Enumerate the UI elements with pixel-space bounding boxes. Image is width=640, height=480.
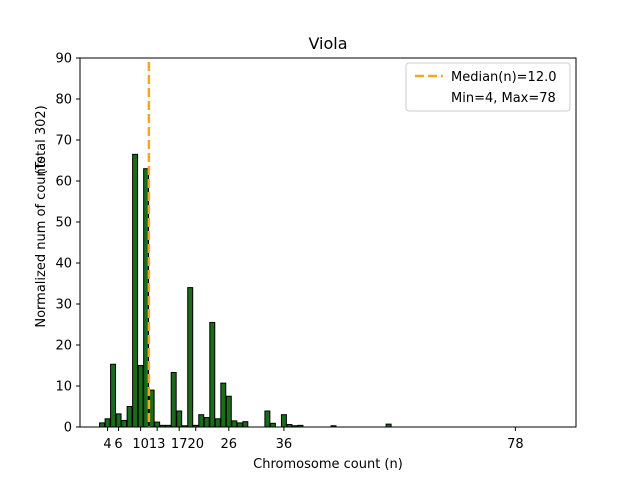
histogram-bar: [126, 406, 133, 428]
legend-entry: Median(n)=12.0: [451, 70, 557, 85]
legend-entry: Min=4, Max=78: [451, 91, 556, 106]
histogram-bar: [154, 421, 161, 428]
y-tick-label: 80: [55, 93, 72, 108]
histogram-bar: [137, 365, 144, 428]
x-tick-label: 78: [507, 437, 524, 452]
y-tick-label: 70: [55, 134, 72, 149]
histogram-bar: [170, 371, 177, 428]
y-tick-label: 0: [64, 421, 72, 436]
histogram-bar: [225, 395, 232, 428]
x-tick-label: 10: [132, 437, 149, 452]
histogram-bar: [231, 420, 238, 428]
y-tick-label: 90: [55, 52, 72, 67]
histogram-bar: [176, 410, 183, 428]
y-tick-label: 60: [55, 175, 72, 190]
histogram-bar: [198, 414, 205, 428]
y-tick-label: 40: [55, 257, 72, 272]
histogram-bar: [187, 287, 194, 428]
histogram-bar: [203, 417, 210, 428]
y-tick-label: 50: [55, 216, 72, 231]
legend-box: [405, 62, 571, 112]
y-tick-label: 20: [55, 339, 72, 354]
x-tick-label: 13: [149, 437, 166, 452]
histogram-bar: [236, 422, 243, 428]
y-axis-total-label: (Total 302): [34, 105, 49, 174]
histogram-bar: [209, 321, 216, 428]
y-axis-label: Normalized num of counts: [34, 156, 49, 327]
plot-frame: [79, 57, 577, 428]
histogram-bar: [110, 363, 117, 428]
chart-title: Viola: [308, 34, 347, 53]
y-tick-label: 30: [55, 298, 72, 313]
histogram-bar: [121, 419, 128, 428]
histogram-bar: [242, 421, 249, 428]
x-tick-label: 17: [171, 437, 188, 452]
x-axis-label: Chromosome count (n): [253, 457, 403, 472]
x-tick-label: 6: [114, 437, 122, 452]
histogram-bar: [264, 410, 271, 428]
histogram-bar: [104, 418, 111, 428]
x-tick-label: 20: [187, 437, 204, 452]
histogram-bar: [280, 414, 287, 428]
y-tick-label: 10: [55, 380, 72, 395]
histogram-bar: [132, 153, 139, 428]
histogram-bar: [214, 418, 221, 428]
x-tick-label: 36: [276, 437, 293, 452]
legend: Median(n)=12.0 Min=4, Max=78: [405, 62, 571, 112]
histogram-bar: [115, 413, 122, 428]
histogram-bar: [99, 422, 106, 428]
x-tick-label: 26: [221, 437, 238, 452]
x-tick-label: 4: [103, 437, 111, 452]
histogram-bar: [220, 382, 227, 428]
histogram-bar: [269, 422, 276, 428]
